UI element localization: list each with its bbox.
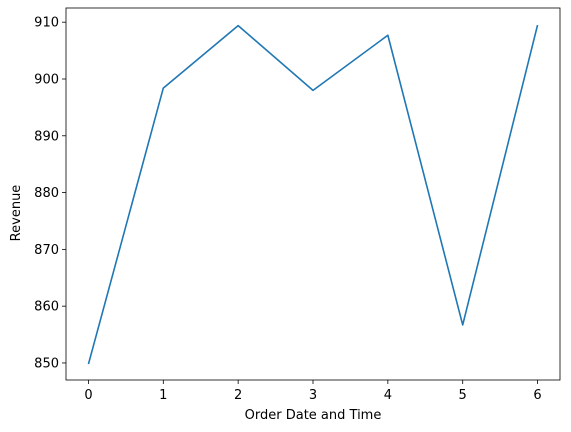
x-tick-label: 4 [384, 388, 392, 403]
y-tick-label: 900 [34, 72, 59, 87]
x-tick-label: 6 [533, 388, 541, 403]
y-tick-label: 910 [34, 16, 59, 31]
x-tick-label: 0 [84, 388, 92, 403]
x-tick-label: 5 [459, 388, 467, 403]
series-layer [87, 24, 539, 365]
y-tick-label: 870 [34, 243, 59, 258]
y-tick-label: 860 [34, 300, 59, 315]
series-line [87, 24, 539, 365]
x-tick-label: 2 [234, 388, 242, 403]
y-axis-label: Revenue [9, 185, 24, 242]
plot-area-border [65, 7, 561, 381]
x-axis-label: Order Date and Time [245, 408, 382, 423]
x-axis-ticks: 0 1 2 3 4 5 6 [84, 380, 542, 403]
y-tick-label: 850 [34, 356, 59, 371]
plot-frame [65, 7, 561, 381]
y-tick-label: 890 [34, 129, 59, 144]
y-axis-ticks: 850 860 870 880 890 900 910 [34, 16, 66, 371]
y-tick-label: 880 [34, 186, 59, 201]
x-tick-label: 1 [159, 388, 167, 403]
x-tick-label: 3 [309, 388, 317, 403]
